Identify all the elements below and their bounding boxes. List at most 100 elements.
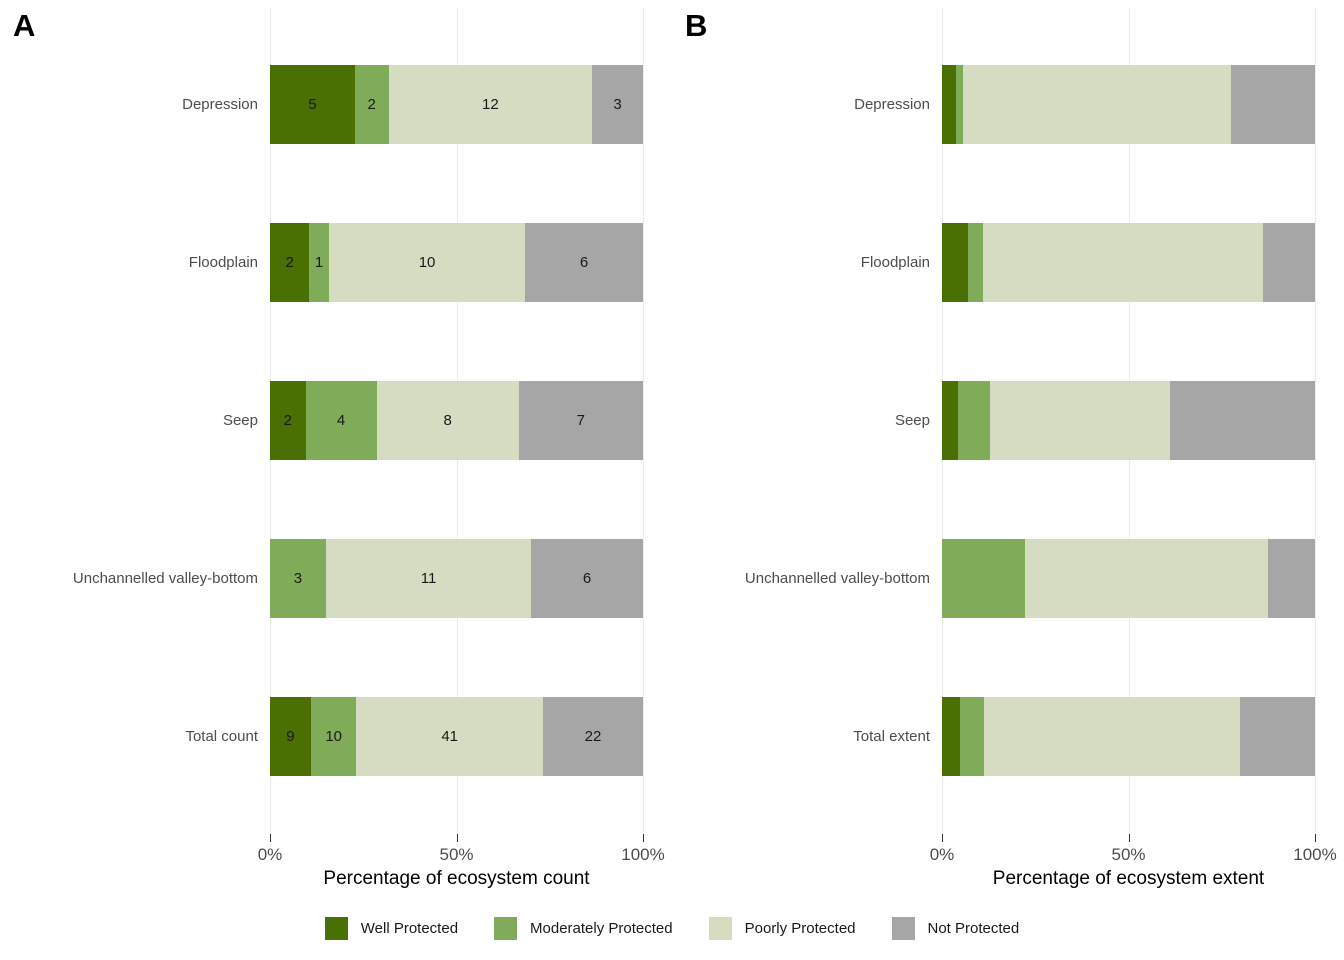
bar-value-label: 5 (308, 96, 317, 113)
bar-segment-poorly-protected (984, 697, 1240, 776)
bar-segment-well-protected: 5 (270, 65, 355, 144)
category-label: Total extent (853, 727, 930, 745)
category-label: Unchannelled valley-bottom (744, 569, 930, 587)
panel-a: A Depression Floodplain Seep Unchannelled va… (0, 0, 672, 905)
bar-row: 3 11 6 (270, 539, 643, 618)
bar-segment-poorly-protected (983, 223, 1263, 302)
bar-segment-not-protected (1231, 65, 1315, 144)
bar-row (942, 223, 1315, 302)
bar-segment-well-protected (942, 697, 960, 776)
bar-value-label: 11 (420, 570, 437, 587)
bar-row: 2 4 8 7 (270, 381, 643, 460)
bar-segment-well-protected (942, 381, 959, 460)
bar-segment-poorly-protected (963, 65, 1232, 144)
x-tick-label: 0% (929, 845, 955, 864)
category-label: Seep (222, 411, 258, 429)
x-tick-label: 50% (439, 845, 474, 864)
bar-segment-not-protected: 6 (531, 539, 643, 618)
bar-value-label: 10 (325, 728, 343, 745)
bar-segment-not-protected (1169, 381, 1315, 460)
legend-item-moderately-protected: Moderately Protected (494, 916, 673, 940)
bar-value-label: 6 (582, 570, 592, 587)
bar-segment-not-protected: 7 (518, 381, 643, 460)
bar-segment-moderately-protected (956, 65, 964, 144)
bar-value-label: 41 (441, 728, 459, 745)
category-label: Floodplain (188, 253, 258, 271)
bar-value-label: 3 (293, 570, 303, 587)
panel-letter: B (685, 8, 708, 43)
bar-segment-moderately-protected: 10 (310, 697, 357, 776)
bar-segment-poorly-protected (1025, 539, 1268, 618)
plot-area (942, 8, 1316, 834)
x-axis-title: Percentage of ecosystem extent (992, 868, 1265, 889)
panel-letter: A (13, 8, 36, 43)
bar-row: 2 1 10 6 (270, 223, 643, 302)
legend-swatch (891, 916, 915, 940)
x-tick (942, 834, 943, 842)
bar-segment-not-protected (1239, 697, 1315, 776)
legend-item-not-protected: Not Protected (891, 916, 1019, 940)
x-tick (270, 834, 271, 842)
legend: Well Protected Moderately Protected Poorly… (0, 908, 1344, 948)
bar-segment-poorly-protected: 41 (356, 697, 543, 776)
x-tick (1315, 834, 1316, 842)
bar-value-label: 2 (283, 412, 292, 429)
bar-value-label: 10 (418, 254, 436, 271)
bar-segment-poorly-protected: 11 (325, 539, 532, 618)
bar-value-label: 12 (482, 96, 499, 113)
category-label: Floodplain (860, 253, 930, 271)
bar-segment-moderately-protected (959, 697, 985, 776)
category-label: Seep (894, 411, 930, 429)
bar-value-label: 7 (576, 412, 585, 429)
bar-row (942, 65, 1315, 144)
legend-item-poorly-protected: Poorly Protected (708, 916, 856, 940)
gridline (1315, 8, 1316, 834)
bar-value-label: 6 (579, 254, 589, 271)
x-axis-title: Percentage of ecosystem count (323, 868, 590, 889)
plot-area: 5 2 12 3 2 1 10 6 2 4 8 7 3 11 6 9 10 41 22 (270, 8, 644, 834)
bar-value-label: 2 (367, 96, 376, 113)
bar-row: 5 2 12 3 (270, 65, 643, 144)
bar-segment-moderately-protected: 2 (354, 65, 389, 144)
bar-segment-well-protected (942, 223, 969, 302)
bar-row (942, 539, 1315, 618)
bar-segment-not-protected: 3 (592, 65, 643, 144)
category-label: Depression (854, 95, 930, 113)
bar-row (942, 697, 1315, 776)
bar-segment-well-protected: 9 (270, 697, 311, 776)
x-tick-label: 100% (621, 845, 665, 864)
bar-segment-moderately-protected: 3 (270, 539, 326, 618)
bar-segment-moderately-protected (958, 381, 991, 460)
bar-segment-moderately-protected: 4 (305, 381, 377, 460)
bar-value-label: 1 (314, 254, 324, 271)
legend-label: Poorly Protected (744, 919, 856, 937)
bar-segment-moderately-protected: 1 (309, 223, 329, 302)
bar-segment-poorly-protected: 12 (388, 65, 593, 144)
bar-row (942, 381, 1315, 460)
bar-segment-moderately-protected (942, 539, 1026, 618)
bar-segment-not-protected (1262, 223, 1315, 302)
bar-segment-well-protected: 2 (270, 381, 306, 460)
x-tick (1128, 834, 1130, 842)
category-label: Depression (182, 95, 258, 113)
bar-value-label: 3 (613, 96, 622, 113)
category-label: Total count (185, 727, 258, 745)
x-tick (456, 834, 458, 842)
x-tick (643, 834, 644, 842)
legend-item-well-protected: Well Protected (324, 916, 458, 940)
bar-segment-moderately-protected (968, 223, 984, 302)
x-tick-label: 100% (1293, 845, 1337, 864)
bar-segment-poorly-protected: 8 (376, 381, 519, 460)
gridline (643, 8, 644, 834)
bar-segment-not-protected (1267, 539, 1315, 618)
x-tick-label: 0% (257, 845, 283, 864)
legend-swatch (494, 916, 518, 940)
bar-value-label: 4 (336, 412, 346, 429)
bar-row: 9 10 41 22 (270, 697, 643, 776)
bar-value-label: 8 (443, 412, 452, 429)
bar-value-label: 9 (286, 728, 295, 745)
bar-value-label: 2 (285, 254, 294, 271)
bar-segment-poorly-protected (990, 381, 1170, 460)
bar-segment-well-protected (942, 65, 957, 144)
bar-segment-not-protected: 6 (525, 223, 643, 302)
